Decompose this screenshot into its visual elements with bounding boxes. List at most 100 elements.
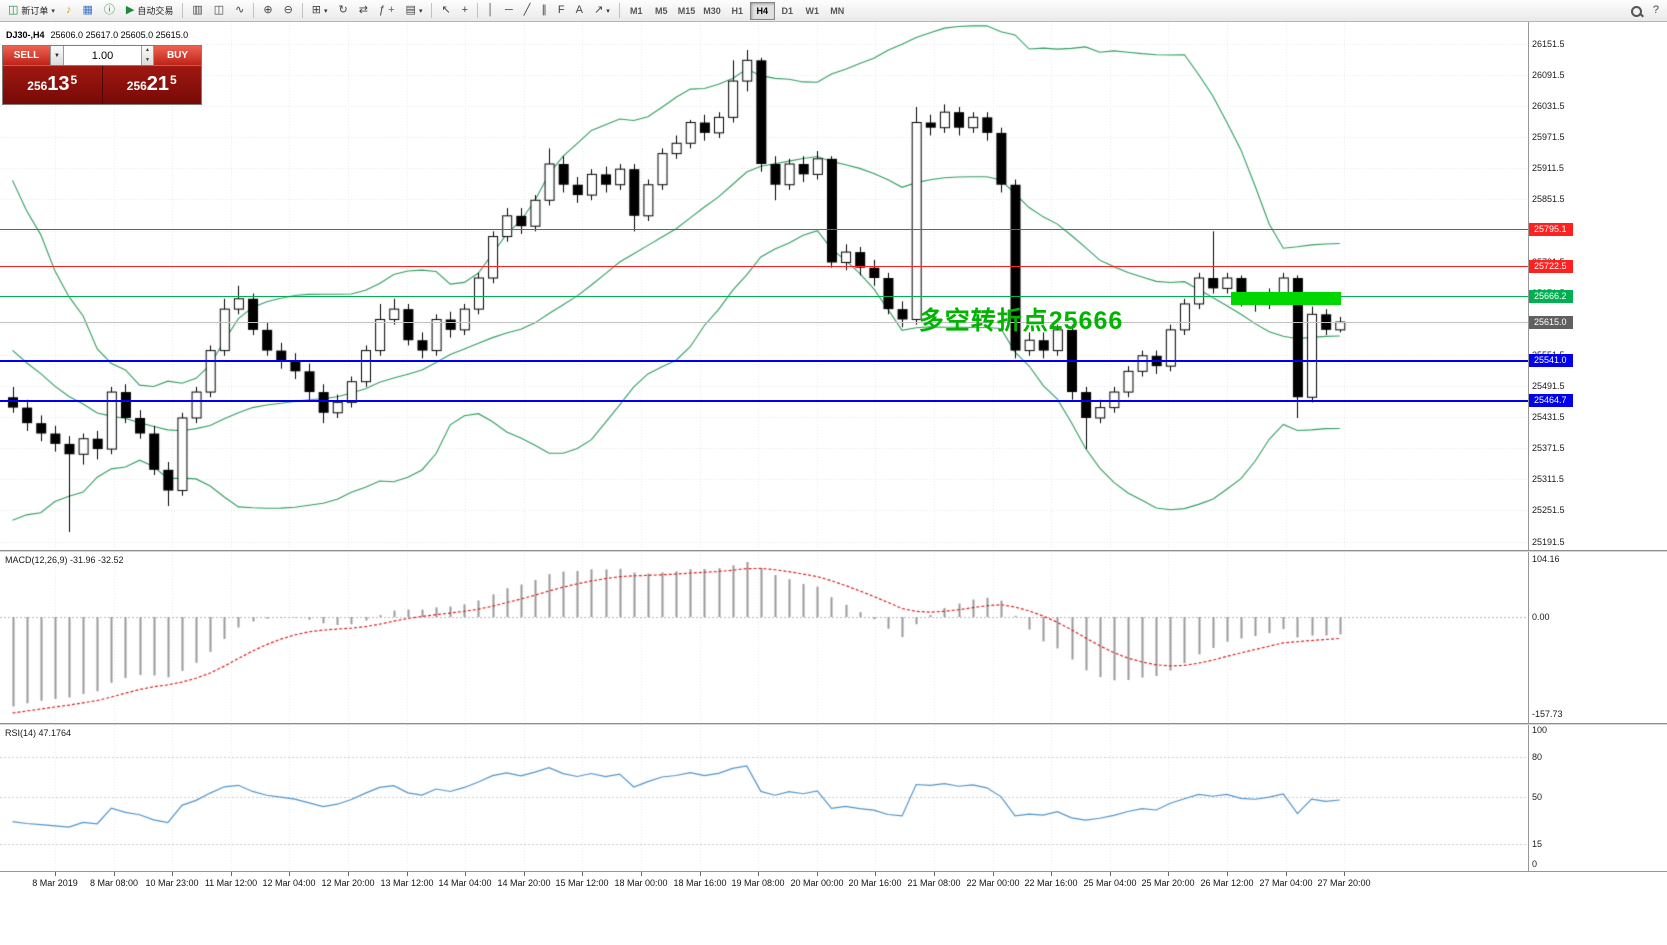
time-axis-label: 19 Mar 08:00 (731, 878, 785, 888)
price-line-25541.0[interactable] (0, 360, 1528, 362)
time-axis-label: 20 Mar 00:00 (790, 878, 844, 888)
tile-windows-button[interactable]: ⊞ ▾ (307, 1, 333, 21)
trendline-tool-button[interactable]: ╱ (519, 1, 536, 21)
fibonacci-tool-button[interactable]: F (553, 1, 570, 21)
volume-stepper: ▲ ▼ (141, 46, 154, 65)
time-axis-tick (114, 872, 115, 876)
bar-chart-button[interactable]: ▥ (187, 1, 207, 21)
buy-price-digits: 21 (146, 73, 170, 95)
price-line-25464.7[interactable] (0, 400, 1528, 402)
ohlc-values: 25606.0 25617.0 25605.0 25615.0 (50, 30, 189, 40)
timeframe-w1[interactable]: W1 (800, 2, 825, 20)
bar-chart-icon: ▥ (192, 4, 203, 16)
vertical-line-tool-button[interactable]: │ (482, 1, 499, 21)
rsi-axis-label: 50 (1532, 792, 1543, 802)
search-button[interactable] (1624, 1, 1648, 21)
charts-button[interactable]: ▦ (77, 1, 97, 21)
sell-price[interactable]: 256 13 5 (3, 66, 102, 104)
price-chart-canvas[interactable] (0, 22, 1528, 550)
crosshair-tool-button[interactable]: + (457, 1, 473, 21)
highlight-rectangle[interactable] (1230, 291, 1341, 306)
macd-canvas[interactable] (0, 552, 1528, 723)
timeframe-h4[interactable]: H4 (749, 1, 775, 20)
timeframe-h1[interactable]: H1 (725, 2, 750, 20)
timeframe-m1[interactable]: M1 (624, 2, 649, 20)
volume-down-button[interactable]: ▼ (145, 56, 150, 63)
timeframe-m30[interactable]: M30 (699, 2, 725, 20)
order-type-dropdown[interactable]: ▼ (50, 46, 64, 65)
line-chart-button[interactable]: ∿ (230, 1, 249, 21)
text-tool-button[interactable]: A (571, 1, 588, 21)
time-axis-label: 20 Mar 16:00 (848, 878, 902, 888)
buy-price[interactable]: 256 21 5 (103, 66, 202, 104)
volume-up-button[interactable]: ▲ (145, 47, 150, 53)
horizontal-line-tool-button[interactable]: ─ (500, 1, 518, 21)
panel-splitter[interactable] (0, 550, 1667, 552)
price-line-25666.2[interactable] (0, 296, 1528, 297)
rsi-canvas[interactable] (0, 725, 1528, 870)
time-axis-label: 26 Mar 12:00 (1200, 878, 1254, 888)
volume-input[interactable]: 1.00 (64, 46, 141, 65)
price-axis-label: 25251.5 (1532, 505, 1565, 516)
price-line-25795.1[interactable] (0, 229, 1528, 230)
rsi-axis[interactable]: 100 80 50 15 0 (1529, 725, 1667, 870)
time-axis-tick (1227, 872, 1228, 876)
sell-price-digits: 256 (27, 79, 48, 93)
panel-splitter[interactable] (0, 723, 1667, 725)
time-axis-tick (1110, 872, 1111, 876)
indicators-button[interactable]: ƒ + (374, 1, 400, 21)
timeframe-m5[interactable]: M5 (649, 2, 674, 20)
cursor-tool-button[interactable]: ↖ (436, 1, 455, 21)
help-button[interactable]: ? (1648, 1, 1664, 21)
time-axis-tick (1051, 872, 1052, 876)
price-tag-25795.1: 25795.1 (1529, 222, 1573, 236)
chart-title: DJ30-,H4 25606.0 25617.0 25605.0 25615.0 (6, 30, 188, 40)
macd-label: MACD(12,26,9) -31.96 -32.52 (5, 555, 124, 565)
sell-button[interactable]: SELL (3, 46, 50, 65)
price-line-25615.0[interactable] (0, 322, 1528, 323)
buy-button[interactable]: BUY (154, 46, 201, 65)
info-button[interactable]: ⓘ (99, 1, 120, 21)
sound-button[interactable]: ♪ (61, 1, 77, 21)
time-axis-label: 22 Mar 00:00 (966, 878, 1020, 888)
macd-indicator-panel: MACD(12,26,9) -31.96 -32.52 (0, 552, 1528, 723)
macd-axis-label: 104.16 (1532, 554, 1560, 564)
channel-tool-button[interactable]: ∥ (536, 1, 552, 21)
candlestick-chart-button[interactable]: ◫ (209, 1, 229, 21)
buy-price-digits: 256 (126, 79, 147, 93)
timeframe-group: M1 M5 M15 M30 H1 H4 D1 W1 MN (624, 1, 850, 20)
timeframe-d1[interactable]: D1 (775, 2, 800, 20)
text-icon: A (575, 4, 583, 16)
time-axis-label: 8 Mar 08:00 (89, 878, 139, 888)
price-line-25722.5[interactable] (0, 266, 1528, 267)
auto-trading-button[interactable]: ▶ 自动交易 (121, 1, 178, 21)
new-order-icon: ◫ (8, 4, 19, 16)
annotation-text[interactable]: 多空转折点25666 (918, 307, 1124, 336)
timeframe-m15[interactable]: M15 (674, 2, 700, 20)
time-axis-tick (1344, 872, 1345, 876)
time-axis-tick (55, 872, 56, 876)
price-axis[interactable]: 26151.5 26091.5 26031.5 25971.5 25911.5 25851… (1529, 22, 1667, 550)
main-toolbar: ◫ 新订单 ▾ ♪ ▦ ⓘ ▶ 自动交易 ▥ ◫ ∿ ⊕ ⊖ ⊞ ▾ ↻ ⇄ ƒ +… (0, 0, 1667, 22)
zoom-in-button[interactable]: ⊕ (258, 1, 277, 21)
macd-axis[interactable]: 104.16 0.00 -157.73 (1529, 552, 1667, 723)
timeframe-mn[interactable]: MN (825, 2, 850, 20)
toolbar-separator (618, 3, 620, 18)
sound-icon: ♪ (65, 4, 72, 16)
new-order-label: 新订单 (21, 6, 49, 16)
auto-scroll-button[interactable]: ↻ (334, 1, 353, 21)
templates-button[interactable]: ▤ ▾ (401, 1, 428, 21)
info-icon: ⓘ (103, 4, 115, 16)
arrow-tool-button[interactable]: ↗ ▾ (589, 1, 615, 21)
time-axis-label: 18 Mar 16:00 (673, 878, 727, 888)
zoom-out-button[interactable]: ⊖ (279, 1, 298, 21)
chart-shift-button[interactable]: ⇄ (354, 1, 373, 21)
time-axis-tick (1168, 872, 1169, 876)
time-axis-tick (524, 872, 525, 876)
time-axis[interactable]: 8 Mar 2019 8 Mar 08:00 10 Mar 23:00 11 Mar … (0, 871, 1667, 893)
new-order-button[interactable]: ◫ 新订单 ▾ (3, 1, 60, 21)
rsi-label: RSI(14) 47.1764 (5, 728, 72, 738)
time-axis-label: 27 Mar 04:00 (1259, 878, 1313, 888)
time-axis-label: 27 Mar 20:00 (1317, 878, 1371, 888)
toolbar-separator (431, 3, 433, 18)
